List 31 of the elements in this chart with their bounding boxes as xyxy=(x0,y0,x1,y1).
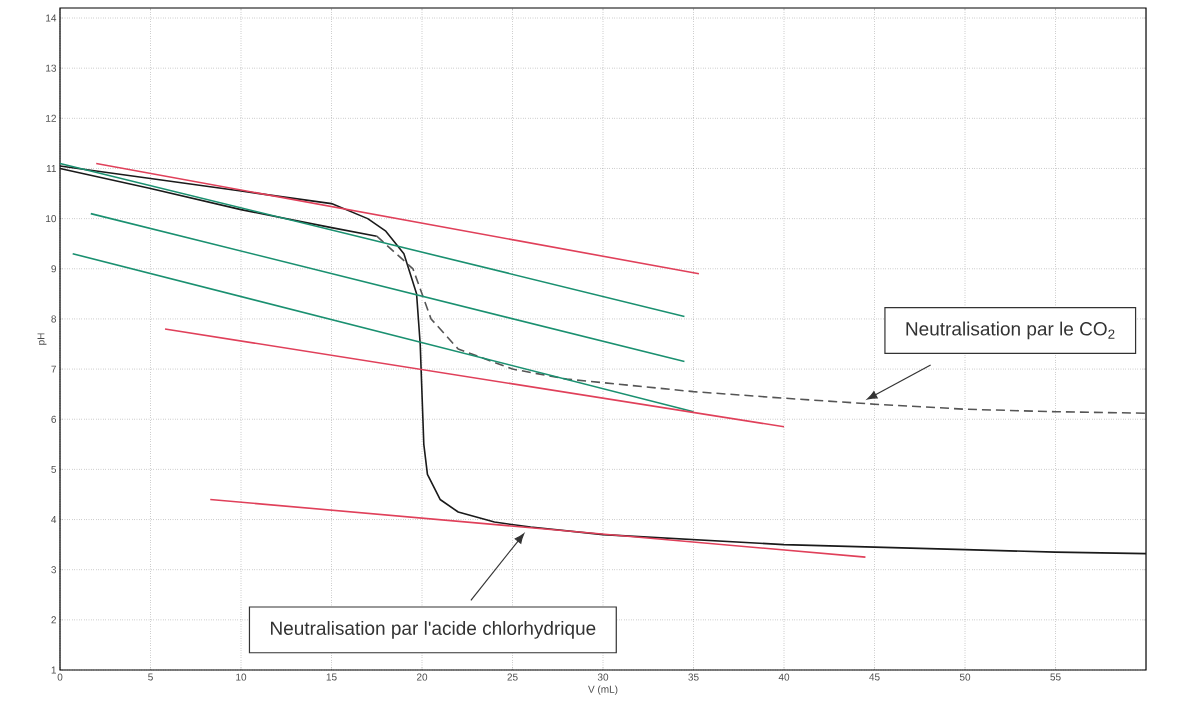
y-tick-label: 3 xyxy=(51,566,57,574)
line-series xyxy=(375,235,1147,415)
x-tick-label: 5 xyxy=(148,673,153,681)
y-axis-title: pH xyxy=(37,333,47,345)
x-tick-label: 45 xyxy=(869,673,880,681)
y-tick-label: 11 xyxy=(46,165,56,172)
x-tick-label: 0 xyxy=(57,673,63,681)
x-axis-title: V (mL) xyxy=(588,685,618,695)
y-tick-label: 6 xyxy=(51,415,57,423)
annotation: Neutralisation par le CO$_{2}$ xyxy=(906,321,1115,340)
x-tick-label: 10 xyxy=(236,673,247,681)
x-tick-label: 55 xyxy=(1050,673,1061,681)
annotation: Neutralisation par l'acide chlorhydrique xyxy=(271,621,596,639)
y-tick-label: 2 xyxy=(51,616,56,624)
y-tick-label: 4 xyxy=(51,516,57,523)
y-tick-label: 14 xyxy=(46,14,57,22)
y-tick-label: 8 xyxy=(51,315,57,323)
y-tick-label: 9 xyxy=(51,265,56,273)
x-tick-label: 35 xyxy=(688,673,699,681)
y-tick-label: 13 xyxy=(46,64,57,72)
y-tick-label: 7 xyxy=(51,365,56,373)
y-tick-label: 1 xyxy=(51,666,56,674)
x-tick-label: 50 xyxy=(959,673,971,681)
y-tick-label: 12 xyxy=(46,114,56,122)
x-tick-label: 25 xyxy=(507,673,518,681)
x-tick-label: 20 xyxy=(416,673,428,681)
x-tick-label: 15 xyxy=(326,673,337,681)
x-tick-label: 30 xyxy=(597,673,609,681)
x-tick-label: 40 xyxy=(778,673,790,681)
y-tick-label: 10 xyxy=(46,215,57,223)
y-tick-label: 5 xyxy=(51,465,57,473)
